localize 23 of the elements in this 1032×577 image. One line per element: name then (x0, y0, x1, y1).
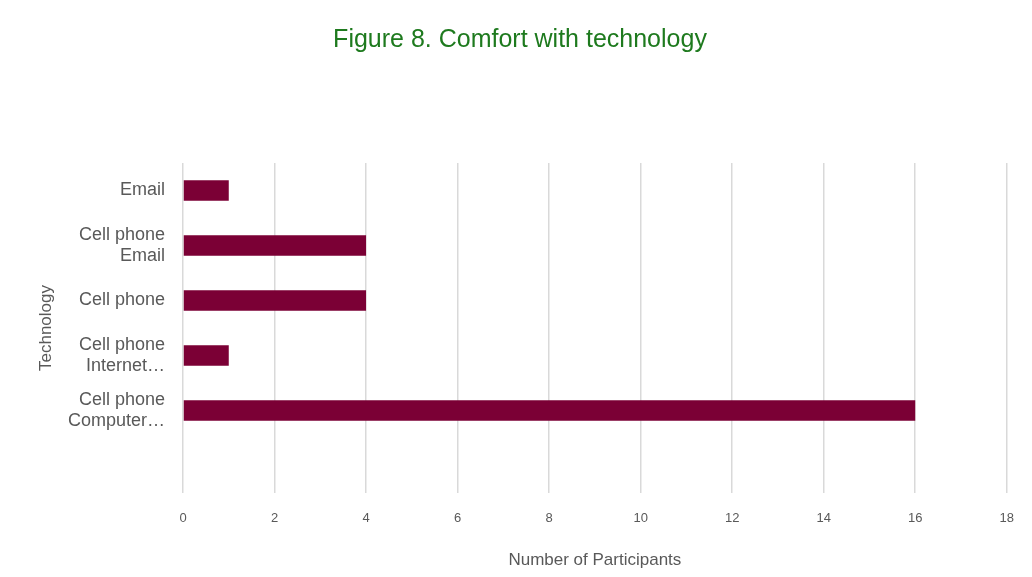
y-axis-title: Technology (35, 284, 55, 372)
x-tick-label: 4 (362, 510, 370, 526)
bar (183, 180, 229, 201)
x-tick-label: 16 (908, 510, 923, 526)
x-tick-label: 6 (453, 510, 462, 526)
x-tick-label: 14 (816, 510, 831, 526)
bar (183, 345, 229, 366)
y-tick-label: Cell phone Computer… (67, 388, 165, 431)
x-tick-label: 12 (724, 510, 740, 526)
x-tick-label: 8 (545, 510, 553, 526)
x-tick-label: 18 (999, 510, 1014, 526)
y-tick-label: Email (119, 179, 165, 200)
bar (183, 290, 367, 311)
x-tick-label: 0 (179, 510, 187, 526)
y-tick-label: Cell phone (78, 289, 165, 310)
x-tick-label: 10 (633, 510, 648, 526)
bar (183, 235, 367, 256)
bar (183, 400, 916, 421)
y-tick-label: Cell phone Email (78, 223, 165, 266)
x-axis-title: Number of Participants (508, 550, 682, 570)
y-tick-label: Cell phone Internet… (78, 333, 165, 376)
x-tick-label: 2 (270, 510, 279, 526)
chart-title: Figure 8. Comfort with technology (333, 23, 708, 52)
